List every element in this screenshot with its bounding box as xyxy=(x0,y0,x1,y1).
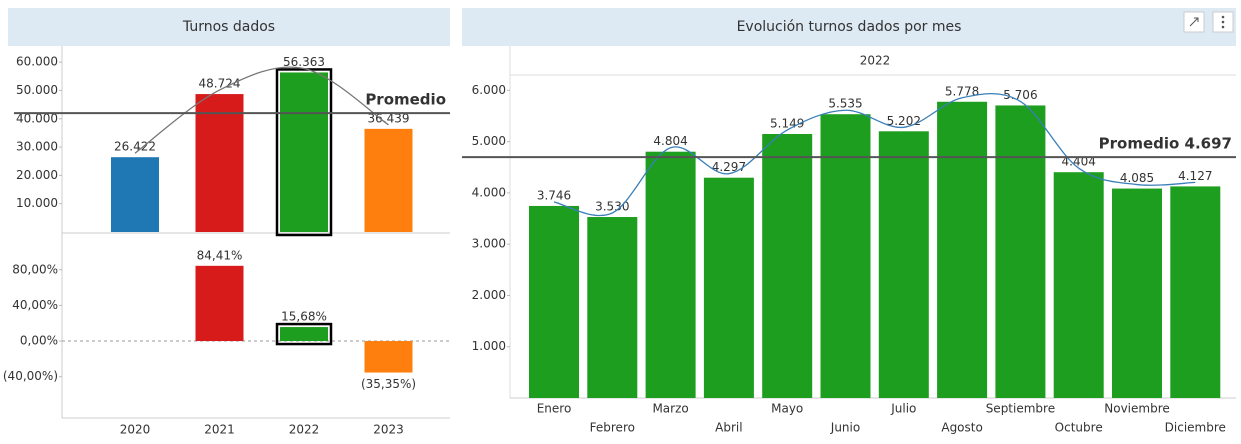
bar xyxy=(280,327,328,342)
bar xyxy=(1053,172,1104,398)
y-tick-label: 5.000 xyxy=(472,134,506,148)
value-label: 5.149 xyxy=(770,117,804,131)
bar xyxy=(364,128,413,232)
bar xyxy=(529,205,579,398)
value-label: 48.724 xyxy=(199,77,241,91)
selection xyxy=(275,68,333,237)
bar xyxy=(703,177,754,398)
bar xyxy=(195,94,244,232)
x-tick-label: Agosto xyxy=(941,421,982,435)
bar xyxy=(995,105,1046,398)
value-label: 5.778 xyxy=(945,84,979,98)
selection xyxy=(275,322,333,346)
bar xyxy=(1170,186,1221,398)
value-label: 4.127 xyxy=(1178,169,1212,183)
bar xyxy=(878,131,929,398)
value-label: (35,35%) xyxy=(361,377,416,391)
menu-dot xyxy=(1221,25,1225,29)
chart-subtitle: 2022 xyxy=(860,54,891,68)
x-tick-label: Junio xyxy=(830,421,860,435)
menu-dot xyxy=(1221,20,1225,24)
bar xyxy=(820,114,871,398)
x-tick-label: 2021 xyxy=(204,423,235,437)
y-tick-label: 50.000 xyxy=(16,83,58,97)
x-tick-label: 2023 xyxy=(373,423,404,437)
panel-header xyxy=(8,8,450,46)
x-tick-label: Abril xyxy=(715,421,742,435)
y-tick-label: 4.000 xyxy=(472,185,506,199)
bar xyxy=(111,157,159,232)
y-tick-label: 80,00% xyxy=(12,262,58,276)
value-label: 5.202 xyxy=(887,114,921,128)
x-tick-label: 2020 xyxy=(120,423,151,437)
bar xyxy=(587,217,638,398)
bar xyxy=(1112,188,1162,398)
y-tick-label: 2.000 xyxy=(472,288,506,302)
x-tick-label: Julio xyxy=(890,402,916,416)
value-label: 56.363 xyxy=(283,55,325,69)
x-tick-label: Diciembre xyxy=(1165,421,1226,435)
x-tick-label: Mayo xyxy=(771,402,803,416)
value-label: 4.297 xyxy=(712,160,746,174)
bar xyxy=(937,101,988,399)
bar xyxy=(280,72,328,232)
y-tick-label: (40,00%) xyxy=(3,369,58,383)
value-label: 5.535 xyxy=(828,97,862,111)
value-label: 3.530 xyxy=(595,200,629,214)
panel-title: Evolución turnos dados por mes xyxy=(737,19,962,35)
x-tick-label: Marzo xyxy=(652,402,688,416)
x-tick-label: Septiembre xyxy=(986,402,1055,416)
x-tick-label: 2022 xyxy=(289,423,320,437)
y-tick-label: 3.000 xyxy=(472,237,506,251)
x-tick-label: Febrero xyxy=(590,421,635,435)
value-label: 26.422 xyxy=(114,140,156,154)
expand-icon xyxy=(1189,17,1199,27)
y-tick-label: 60.000 xyxy=(16,55,58,69)
x-tick-label: Enero xyxy=(537,402,572,416)
value-label: 4.085 xyxy=(1120,171,1154,185)
panel-header xyxy=(462,8,1236,46)
reference-label: Promedio 4.697 xyxy=(1099,135,1232,153)
y-tick-label: 0,00% xyxy=(20,334,58,348)
y-tick-label: 1.000 xyxy=(472,339,506,353)
y-tick-label: 40.000 xyxy=(16,111,58,125)
trend-line xyxy=(134,66,389,154)
bar xyxy=(645,151,696,398)
menu-dot xyxy=(1221,15,1225,19)
bar xyxy=(195,265,244,342)
bar xyxy=(364,341,413,373)
x-tick-label: Noviembre xyxy=(1104,402,1170,416)
value-label: 15,68% xyxy=(281,310,327,324)
y-tick-label: 10.000 xyxy=(16,196,58,210)
y-tick-label: 40,00% xyxy=(12,298,58,312)
bar xyxy=(762,134,813,398)
y-tick-label: 30.000 xyxy=(16,140,58,154)
value-label: 4.404 xyxy=(1062,155,1096,169)
y-tick-label: 20.000 xyxy=(16,168,58,182)
value-label: 36.439 xyxy=(368,111,410,125)
value-label: 84,41% xyxy=(197,248,243,262)
value-label: 3.746 xyxy=(537,188,571,202)
value-label: 5.706 xyxy=(1003,88,1037,102)
value-label: 4.804 xyxy=(653,134,687,148)
panel-title: Turnos dados xyxy=(182,19,275,35)
x-tick-label: Octubre xyxy=(1055,421,1103,435)
reference-label: Promedio xyxy=(365,91,446,109)
y-tick-label: 6.000 xyxy=(472,83,506,97)
